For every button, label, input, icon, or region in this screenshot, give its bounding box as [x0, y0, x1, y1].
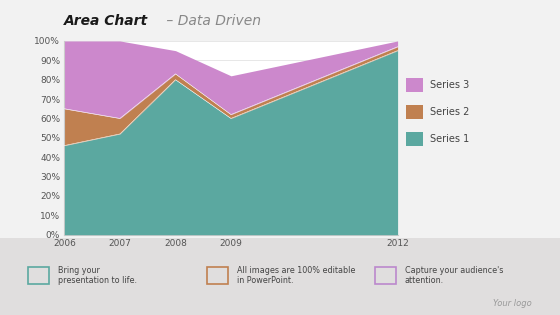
Text: Series 1: Series 1 [430, 134, 469, 144]
Text: Capture your audience's
attention.: Capture your audience's attention. [405, 266, 503, 285]
Text: Bring your
presentation to life.: Bring your presentation to life. [58, 266, 137, 285]
Text: Your logo: Your logo [493, 299, 532, 308]
Text: Series 2: Series 2 [430, 107, 469, 117]
Text: Series 3: Series 3 [430, 80, 469, 90]
Text: – Data Driven: – Data Driven [162, 14, 262, 28]
Text: All images are 100% editable
in PowerPoint.: All images are 100% editable in PowerPoi… [237, 266, 355, 285]
Text: Area Chart: Area Chart [64, 14, 148, 28]
